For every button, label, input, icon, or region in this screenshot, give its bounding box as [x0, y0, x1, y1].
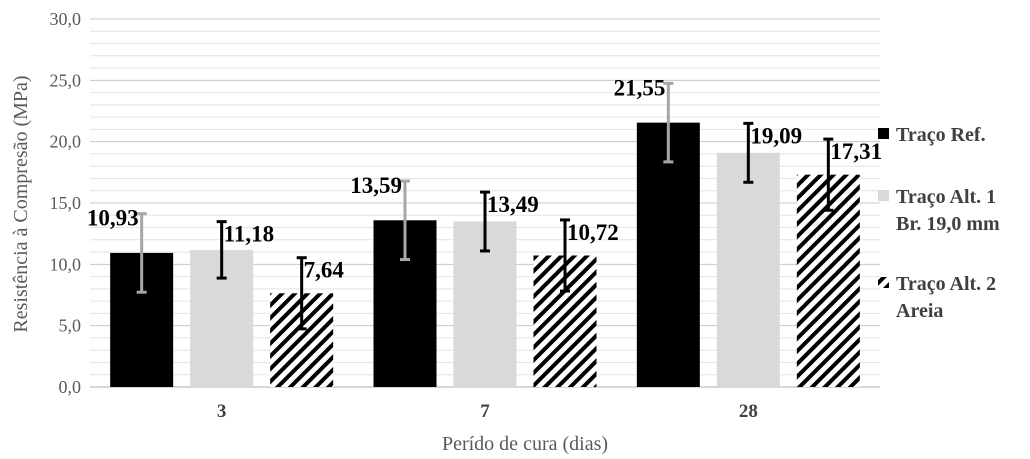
data-label: 10,72: [567, 220, 619, 245]
error-bars: [136, 81, 834, 331]
data-label: 13,49: [487, 192, 539, 217]
legend-swatch: [878, 190, 889, 201]
legend-label: Traço Alt. 2: [896, 273, 996, 295]
legend-swatch: [878, 128, 889, 139]
data-label: 11,18: [224, 222, 274, 247]
y-tick-label: 5,0: [59, 316, 82, 336]
legend-label: Traço Alt. 1: [896, 186, 996, 208]
y-tick-label: 20,0: [50, 132, 82, 152]
legend-label: Br. 19,0 mm: [896, 213, 1000, 235]
x-tick-label: 7: [480, 401, 490, 422]
y-axis-title: Resistência à Compresão (MPa): [10, 75, 32, 332]
legend-swatch: [878, 277, 889, 288]
data-label: 7,64: [304, 258, 345, 283]
bar: [716, 152, 780, 387]
y-tick-label: 30,0: [50, 9, 82, 29]
data-label: 13,59: [350, 173, 402, 198]
data-labels: 10,93 11,18 7,64 13,59 13,49 10,72 21,55 19,09 1…: [87, 75, 882, 282]
x-axis-title: Perído de cura (dias): [442, 433, 608, 455]
x-tick-label: 3: [217, 401, 227, 422]
data-label: 21,55: [614, 75, 666, 100]
legend-label: Areia: [896, 300, 943, 322]
bar: [636, 122, 700, 388]
y-tick-label: 0,0: [59, 377, 82, 397]
x-tick-label: 28: [739, 401, 758, 422]
data-label: 17,31: [830, 139, 882, 164]
y-tick-label: 15,0: [50, 193, 82, 213]
y-tick-label: 25,0: [50, 70, 82, 90]
legend: Traço Ref. Traço Alt. 1 Br. 19,0 mm Traço A…: [878, 124, 1000, 322]
data-label: 10,93: [87, 206, 139, 231]
data-label: 19,09: [750, 123, 802, 148]
y-tick-label: 10,0: [50, 254, 82, 274]
legend-label: Traço Ref.: [896, 124, 986, 146]
